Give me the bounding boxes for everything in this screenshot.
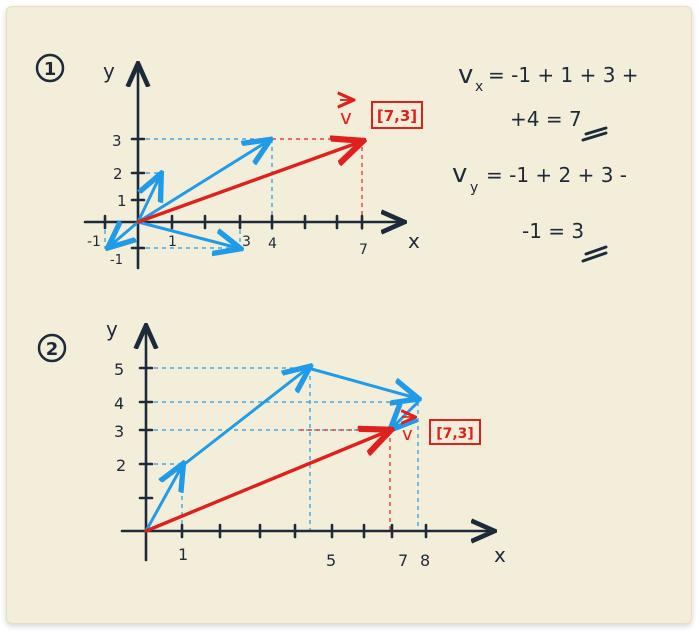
vx-equation: v x = -1 + 1 + 3 + +4 = 7 (458, 60, 639, 142)
diagram-1-y-axis-label: y (103, 59, 115, 83)
diagram-1-y-tick: 1 (117, 192, 127, 210)
diagram-1-number-badge: 1 (35, 53, 65, 83)
vy-line-2: -1 = 3 (522, 219, 584, 243)
diagram-1-resultant-vector (136, 142, 360, 224)
diagram-1-y-tick: 3 (112, 132, 122, 150)
diagram-1-x-tick: -1 (87, 234, 101, 250)
diagram-2-axes (120, 328, 492, 562)
diagram-2-v-label: v (402, 424, 413, 445)
vx-line-1: = -1 + 1 + 3 + (488, 63, 639, 87)
diagram-2-x-tick: 8 (420, 551, 430, 570)
diagram-1-v-label: v (340, 105, 352, 129)
diagram-1-x-tick: 7 (359, 242, 368, 258)
diagram-2-y-tick: 2 (116, 456, 126, 475)
diagram-1-axes (83, 66, 402, 270)
chain-vector-c (306, 366, 416, 398)
diagram-2-x-tick: 5 (326, 551, 336, 570)
component-vector-d (136, 220, 238, 248)
chain-vector-a (144, 466, 182, 533)
diagram-2-x-axis-label: x (494, 543, 506, 567)
diagram-2-resultant-label: v [7,3] (402, 417, 481, 445)
diagram-1-y-tick: -1 (110, 253, 123, 268)
diagram-1: 1 (35, 53, 423, 270)
diagram-2-y-tick: 5 (114, 360, 124, 379)
diagram-1-y-tick: 2 (113, 165, 123, 183)
diagram-2-number: 2 (46, 339, 59, 360)
diagram-2-x-tick: 1 (178, 545, 188, 564)
diagram-2-y-axis-label: y (106, 317, 118, 341)
component-vector-c (136, 141, 268, 224)
diagram-2-y-tick: 3 (114, 422, 124, 441)
diagram-2-result-coords: [7,3] (436, 426, 474, 442)
diagram-1-component-vectors (110, 141, 268, 248)
vy-equation: v y = -1 + 2 + 3 - -1 = 3 (452, 159, 627, 263)
vy-symbol: v (452, 159, 467, 189)
diagram-1-resultant-label: v [7,3] (340, 100, 423, 129)
diagram-1-x-tick: 4 (268, 236, 277, 252)
vy-line-1: = -1 + 2 + 3 - (486, 163, 627, 187)
diagram-2-component-vectors (144, 366, 418, 533)
diagram-2: 2 (37, 317, 506, 570)
vx-line-2: +4 = 7 (510, 107, 582, 131)
diagram-1-x-tick: 1 (168, 234, 177, 250)
vy-subscript: y (470, 180, 478, 196)
component-vector-b (136, 176, 160, 224)
chain-vector-b (180, 368, 308, 468)
diagram-1-number: 1 (44, 59, 57, 80)
paper-background (6, 6, 692, 624)
vx-symbol: v (458, 60, 473, 90)
diagram-1-x-tick: 3 (242, 234, 251, 250)
diagram-2-y-tick: 4 (114, 394, 124, 413)
equations: v x = -1 + 1 + 3 + +4 = 7 v y = -1 + 2 +… (452, 60, 639, 263)
diagram-2-guides (146, 367, 419, 530)
diagram-1-x-axis-label: x (408, 229, 420, 253)
vx-subscript: x (475, 79, 483, 95)
diagram-2-resultant-vector (144, 431, 388, 533)
diagram-1-result-coords: [7,3] (377, 107, 417, 125)
diagram-2-x-tick: 7 (398, 551, 408, 570)
component-vector-a (110, 222, 140, 246)
diagram-2-number-badge: 2 (37, 333, 67, 363)
